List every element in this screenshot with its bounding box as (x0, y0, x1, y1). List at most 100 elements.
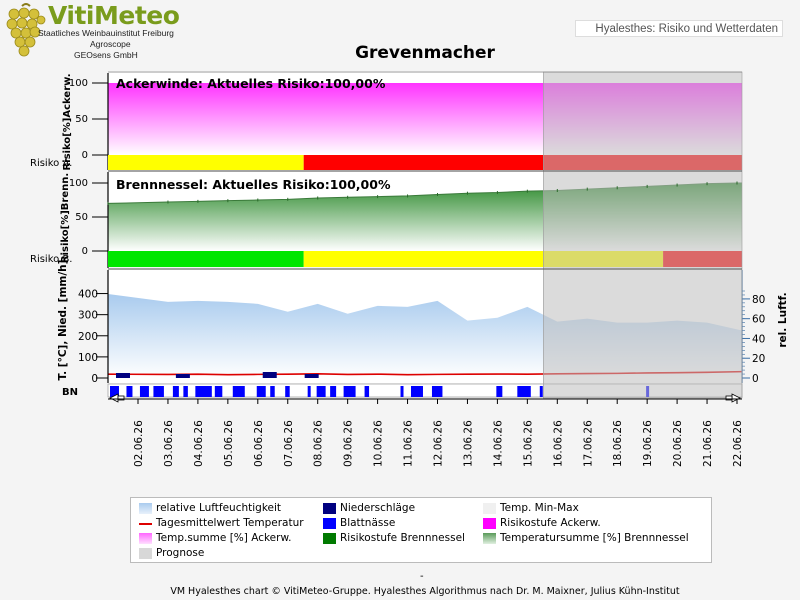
leaf-wetness-mark (110, 386, 119, 397)
precipitation-bar (175, 374, 190, 378)
legend-item-prognose: Prognose (139, 546, 204, 560)
x-axis-date-label: 22.06.26 (732, 420, 744, 467)
leaf-wetness-mark (431, 386, 443, 397)
x-axis-date-label: 09.06.26 (343, 420, 355, 467)
ackerwinde-tick-label: 50 (75, 114, 88, 125)
leaf-wetness-label: BN (62, 387, 78, 398)
x-axis-date-label: 14.06.26 (492, 420, 504, 467)
legend-item-humidity: relative Luftfeuchtigkeit (139, 501, 281, 515)
legend-swatch-prognose (139, 547, 152, 559)
leaf-wetness-mark (496, 386, 503, 397)
x-axis-date-label: 05.06.26 (223, 420, 235, 467)
x-axis-date-label: 10.06.26 (373, 420, 385, 467)
leaf-wetness-marks (110, 386, 650, 397)
ackerwinde-tick-label: 100 (69, 78, 88, 89)
legend-item-tempsum-brennnessel: Temperatursumme [%] Brennnessel (483, 531, 689, 545)
footer-dash: - (420, 571, 424, 582)
legend: relative Luftfeuchtigkeit Niederschläge … (130, 497, 712, 563)
leaf-wetness-mark (330, 386, 337, 397)
ackerwinde-current-risk-label: Ackerwinde: Aktuelles Risiko:100,00% (116, 76, 386, 91)
weather-right-y-label: rel. Luftf. (777, 292, 789, 347)
precipitation-bar (115, 373, 130, 378)
x-axis-date-label: 02.06.26 (133, 420, 145, 467)
prognose-overlay (542, 71, 743, 399)
weather-right-tick-label: 40 (752, 333, 765, 345)
legend-item-tempsum-ackerwinde: Temp.summe [%] Ackerw. (139, 531, 291, 545)
legend-swatch-leaf-wetness (323, 517, 336, 529)
leaf-wetness-mark (232, 386, 245, 397)
legend-label: Niederschläge (340, 502, 416, 514)
grape-icon (6, 3, 46, 57)
scroll-right-arrow[interactable] (725, 393, 741, 403)
leaf-wetness-mark (214, 386, 223, 397)
legend-label: Temp.summe [%] Ackerw. (156, 532, 292, 544)
risk-level-green (108, 251, 304, 267)
weather-right-ticks: 0 20 40 60 80 (742, 290, 765, 385)
leaf-wetness-mark (183, 386, 188, 397)
scroll-left-arrow[interactable] (109, 393, 125, 403)
leaf-wetness-mark (307, 386, 311, 397)
x-axis-date-label: 12.06.26 (433, 420, 445, 467)
logo-line-institute: Staatliches Weinbauinstitut Freiburg (38, 28, 174, 38)
risk-a-label: Risiko A. (30, 158, 72, 169)
x-axis-date-label: 11.06.26 (403, 420, 415, 467)
leaf-wetness-mark (316, 386, 326, 397)
legend-label: Temperatursumme [%] Brennnessel (500, 532, 689, 544)
leaf-wetness-mark (400, 386, 404, 397)
weather-left-tick-label: 300 (78, 310, 98, 322)
weather-left-tick-label: 100 (78, 352, 98, 364)
legend-label: Blattnässe (340, 517, 396, 529)
weather-left-tick-label: 200 (78, 331, 98, 343)
footer-credit: VM Hyalesthes chart © VitiMeteo-Gruppe. … (170, 586, 680, 597)
ackerwinde-y-label: Risiko[%]Ackerw. (62, 73, 73, 170)
x-axis-date-label: 17.06.26 (582, 420, 594, 467)
legend-label: Risikostufe Brennnessel (340, 532, 465, 544)
logo-line-geosens: GEOsens GmbH (74, 50, 138, 60)
leaf-wetness-mark (285, 386, 290, 397)
legend-item-temp-mean: Tagesmittelwert Temperatur (139, 516, 304, 530)
legend-label: relative Luftfeuchtigkeit (156, 502, 282, 514)
legend-label: Temp. Min-Max (500, 502, 579, 514)
leaf-wetness-mark (539, 386, 543, 397)
leaf-wetness-mark (256, 386, 266, 397)
app-title-box: Hyalesthes: Risiko und Wetterdaten (575, 20, 783, 37)
leaf-wetness-mark (517, 386, 531, 397)
legend-swatch-temp-minmax (483, 502, 496, 514)
leaf-wetness-mark (195, 386, 212, 397)
legend-label: Prognose (156, 547, 205, 559)
weather-left-tick-label: 400 (78, 289, 98, 301)
leaf-wetness-mark (410, 386, 423, 397)
legend-item-risk-brennnessel: Risikostufe Brennnessel (323, 531, 465, 545)
weather-right-tick-label: 80 (752, 294, 765, 306)
x-axis-date-label: 03.06.26 (163, 420, 175, 467)
risk-weather-chart: 100 50 0 Risiko[%]Ackerw. Ackerwinde: Ak… (30, 71, 789, 467)
weather-left-tick-label: 0 (91, 373, 98, 385)
legend-swatch-temp-mean (139, 517, 152, 529)
leaf-wetness-mark (343, 386, 356, 397)
brennnessel-tick-label: 50 (75, 212, 88, 223)
legend-item-risk-ackerwinde: Risikostufe Ackerw. (483, 516, 601, 530)
legend-swatch-risk-brennnessel (323, 532, 336, 544)
brennnessel-current-risk-label: Brennnessel: Aktuelles Risiko:100,00% (116, 177, 391, 192)
risk-b-label: Risiko B. (30, 254, 73, 265)
x-axis-date-label: 13.06.26 (462, 420, 474, 467)
weather-left-y-label: T. [°C], Nied. [mm/h] (57, 260, 69, 381)
leaf-wetness-mark (153, 386, 164, 397)
precipitation-bar (304, 374, 319, 378)
legend-item-temp-minmax: Temp. Min-Max (483, 501, 579, 515)
legend-swatch-tempsum-brennnessel (483, 532, 496, 544)
legend-label: Tagesmittelwert Temperatur (156, 517, 304, 529)
legend-item-precipitation: Niederschläge (323, 501, 415, 515)
legend-swatch-humidity (139, 502, 152, 514)
leaf-wetness-mark (126, 386, 133, 397)
legend-label: Risikostufe Ackerw. (500, 517, 601, 529)
legend-item-leaf-wetness: Blattnässe (323, 516, 395, 530)
x-axis-date-label: 07.06.26 (283, 420, 295, 467)
x-axis-date-label: 06.06.26 (253, 420, 265, 467)
leaf-wetness-mark (139, 386, 149, 397)
legend-swatch-risk-ackerwinde (483, 517, 496, 529)
risk-level-yellow (108, 155, 304, 170)
vitimeteo-logo: VitiMeteo Staatliches Weinbauinstitut Fr… (4, 1, 184, 62)
x-axis-ticks: 02.06.26 03.06.26 04.06.26 05.06.26 06.06.26… (133, 399, 744, 467)
x-axis-date-label: 18.06.26 (612, 420, 624, 467)
